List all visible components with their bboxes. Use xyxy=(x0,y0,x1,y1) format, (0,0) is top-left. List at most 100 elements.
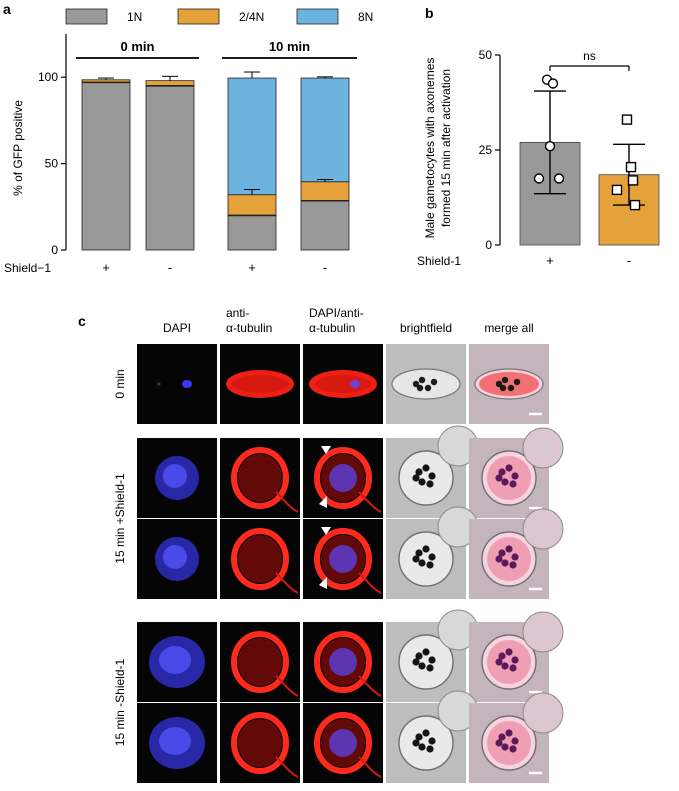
chart-a-x-tick-label: + xyxy=(248,260,256,275)
micrograph-tile xyxy=(386,690,479,783)
hemozoin-pigment xyxy=(511,553,519,561)
hemozoin-pigment xyxy=(501,662,509,670)
axoneme-flagellum xyxy=(275,675,299,697)
neighbour-rbc xyxy=(522,508,564,550)
axoneme-flagellum xyxy=(358,756,382,778)
hemozoin-pigment xyxy=(498,652,506,660)
nucleus-overlay xyxy=(350,380,360,388)
chart-a-x-tick-label: - xyxy=(168,260,172,275)
chart-a-x-tick-label: + xyxy=(102,260,110,275)
micrograph-tile xyxy=(220,344,300,424)
chart-a-legend-label: 2/4N xyxy=(239,10,264,24)
micrograph-tile xyxy=(220,622,300,702)
hemozoin-pigment xyxy=(416,384,424,392)
hemozoin-pigment xyxy=(509,561,517,569)
hemozoin-pigment xyxy=(509,664,517,672)
chart-b-point xyxy=(625,161,637,173)
panel-label-b: b xyxy=(425,5,434,21)
arrowhead-marker xyxy=(321,527,331,535)
chart-a-y-axis: 0 50 100 xyxy=(38,34,67,257)
cell-outline xyxy=(391,368,461,400)
hemozoin-pigment xyxy=(418,559,426,567)
hemozoin-pigment xyxy=(428,553,436,561)
chart-b-point xyxy=(553,173,565,184)
hemozoin-pigment xyxy=(501,559,509,567)
micrograph-column-header: merge all xyxy=(484,321,533,335)
micrograph-tile xyxy=(137,703,217,783)
micrograph-tile xyxy=(303,344,383,424)
axoneme-flagellum xyxy=(275,572,299,594)
micrograph-tile xyxy=(220,438,300,518)
hemozoin-pigment xyxy=(505,464,513,472)
hemozoin-pigment xyxy=(505,729,513,737)
chart-a-legend-swatch xyxy=(177,8,220,25)
chart-a-y-tick-label: 50 xyxy=(45,157,59,171)
micrograph-column-header: brightfield xyxy=(400,321,452,335)
hemozoin-pigment xyxy=(495,555,503,563)
micrograph-tile xyxy=(303,703,383,783)
micrograph-tile xyxy=(386,425,479,518)
hemozoin-pigment xyxy=(501,743,509,751)
chart-b-y-tick-label: 50 xyxy=(479,48,493,62)
nucleus-core xyxy=(163,545,187,569)
axoneme-flagellum xyxy=(358,491,382,513)
hemozoin-pigment xyxy=(426,664,434,672)
tubulin-core xyxy=(315,375,371,393)
micrograph-tile xyxy=(386,609,479,702)
micrograph-tile xyxy=(469,508,564,599)
tubulin-fill xyxy=(238,719,282,767)
chart-a-row-label: Shield−1 xyxy=(4,261,51,275)
hemozoin-pigment xyxy=(511,472,519,480)
cell-outline xyxy=(398,715,454,771)
tubulin-overlay xyxy=(487,456,531,500)
micrograph-tile xyxy=(137,519,217,599)
chart-a-bar-segment xyxy=(227,194,277,216)
nucleus-core xyxy=(159,646,191,674)
axoneme-flagellum xyxy=(275,491,299,513)
chart-b-row-label: Shield-1 xyxy=(417,254,461,268)
chart-b-point xyxy=(547,78,559,89)
tubulin-fill xyxy=(238,535,282,583)
arrowhead-marker xyxy=(321,446,331,454)
hemozoin-pigment xyxy=(495,474,503,482)
axoneme-flagellum xyxy=(358,675,382,697)
tubulin-fill xyxy=(238,454,282,502)
hemozoin-pigment xyxy=(505,545,513,553)
hemozoin-pigment xyxy=(428,656,436,664)
tubulin-overlay xyxy=(487,721,531,765)
hemozoin-pigment xyxy=(415,652,423,660)
micrograph-tile xyxy=(303,622,383,702)
chart-a-bar-segment xyxy=(227,215,277,251)
chart-a-bar-segment xyxy=(300,200,350,251)
cell-outline xyxy=(481,634,537,690)
chart-b-point xyxy=(629,199,641,211)
hemozoin-pigment xyxy=(501,478,509,486)
cell-outline xyxy=(398,531,454,587)
chart-a-group-label: 0 min xyxy=(121,39,155,54)
micrograph-tile xyxy=(137,438,217,518)
micrograph-tile xyxy=(137,344,217,424)
micrograph-tile xyxy=(469,344,549,424)
tubulin-ring xyxy=(231,447,289,509)
cell-outline xyxy=(398,634,454,690)
hemozoin-pigment xyxy=(415,733,423,741)
hemozoin-pigment xyxy=(418,478,426,486)
hemozoin-pigment xyxy=(499,384,507,392)
chart-a-bars xyxy=(81,71,350,251)
micrograph-tile xyxy=(220,519,300,599)
hemozoin-pigment xyxy=(412,474,420,482)
chart-a-x-tick-labels: + - + - xyxy=(102,260,327,275)
cell-outline xyxy=(481,715,537,771)
hemozoin-pigment xyxy=(418,376,426,384)
hemozoin-pigment xyxy=(412,739,420,747)
chart-a-group-label: 10 min xyxy=(269,39,310,54)
chart-a-y-tick-label: 100 xyxy=(38,70,58,84)
micrograph-row-label: 15 min -Shield-1 xyxy=(113,658,127,746)
chart-a-bar-segment xyxy=(227,77,277,196)
micrograph-row-label: 15 min +Shield-1 xyxy=(113,473,127,564)
micrograph-tile xyxy=(469,427,564,518)
micrograph-tile xyxy=(303,519,383,599)
micrograph-column-header: DAPI xyxy=(163,321,191,335)
